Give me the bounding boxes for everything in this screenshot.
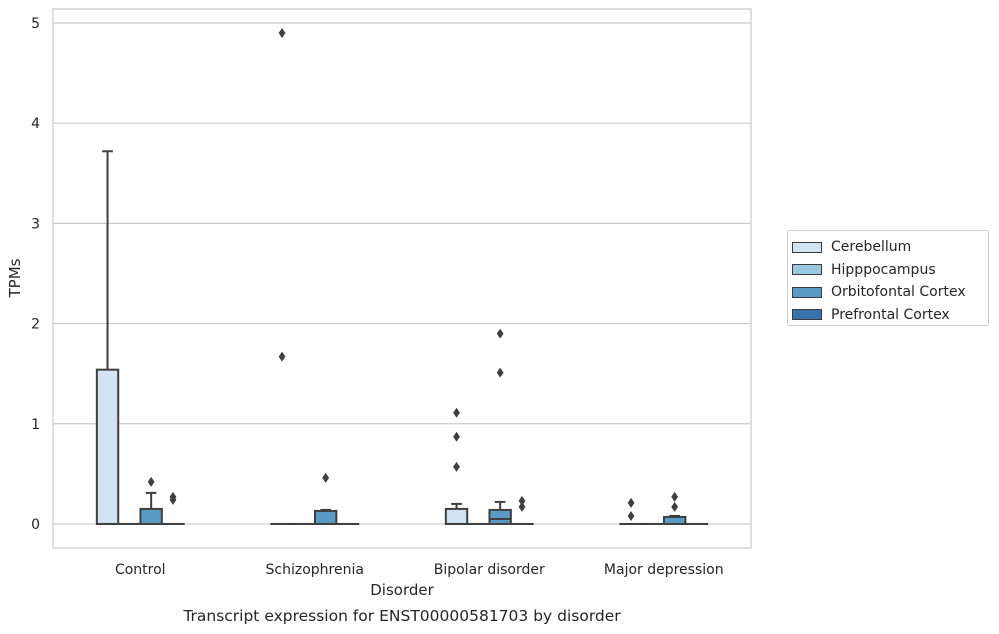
legend-swatch — [792, 264, 822, 276]
legend-item: Cerebellum — [792, 236, 988, 259]
box-2-0 — [139, 476, 163, 525]
legend-label: Prefrontal Cortex — [831, 306, 950, 323]
outlier-point — [627, 510, 635, 521]
box-body — [662, 515, 687, 525]
legend: Cerebellum Hipppocampus Orbitofontal Corte… — [787, 230, 989, 326]
legend-swatch — [792, 309, 822, 321]
outlier-point — [169, 491, 177, 502]
outlier-point — [278, 28, 286, 39]
y-tick-label: 5 — [31, 16, 40, 32]
y-axis-label: TPMs — [6, 258, 24, 298]
legend-label: Hipppocampus — [831, 261, 936, 278]
y-tick-label: 3 — [31, 216, 40, 232]
box-body — [488, 508, 512, 525]
y-tick-labels: 0 1 2 3 4 5 — [31, 16, 40, 533]
y-tick-label: 0 — [31, 517, 40, 533]
outlier-point — [147, 476, 155, 487]
chart-title: Transcript expression for ENST0000058170… — [182, 607, 621, 625]
y-tick-label: 4 — [31, 116, 40, 132]
x-tick-labels: Control Schizophrenia Bipolar disorder Majo… — [115, 562, 724, 578]
legend-label: Cerebellum — [831, 239, 912, 256]
x-tick-label: Major depression — [604, 562, 724, 578]
box-body — [95, 368, 120, 525]
x-axis-label: Disorder — [370, 581, 434, 599]
outlier-point — [453, 407, 460, 418]
box-body — [444, 507, 469, 525]
y-tick-label: 1 — [31, 417, 40, 433]
plot-area — [52, 8, 752, 549]
legend-swatch — [792, 286, 822, 298]
box-0-0 — [95, 150, 120, 525]
outlier-point — [322, 472, 330, 483]
x-tick-label: Schizophrenia — [266, 562, 364, 578]
legend-item: Hipppocampus — [792, 259, 988, 282]
x-tick-label: Bipolar disorder — [434, 562, 545, 578]
box-3-2 — [510, 495, 534, 525]
box-2-2 — [488, 328, 512, 525]
outlier-point — [518, 495, 526, 506]
y-tick-label: 2 — [31, 317, 40, 333]
outlier-point — [278, 351, 286, 362]
legend-item: Orbitofontal Cortex — [792, 281, 988, 304]
box-0-2 — [444, 407, 469, 525]
outlier-point — [518, 501, 526, 512]
box-body — [139, 507, 163, 525]
boxes-layer — [95, 28, 709, 525]
box-body — [313, 509, 338, 525]
box-3-0 — [161, 491, 185, 525]
x-tick-label: Control — [115, 562, 166, 578]
outlier-point — [671, 491, 679, 502]
legend-swatch — [792, 241, 822, 253]
outlier-point — [496, 367, 504, 378]
box-2-1 — [313, 472, 338, 525]
box-2-3 — [662, 491, 687, 525]
outlier-point — [627, 497, 635, 508]
outlier-point — [671, 501, 679, 512]
legend-label: Orbitofontal Cortex — [831, 284, 966, 301]
legend-item: Prefrontal Cortex — [792, 304, 988, 327]
outlier-point — [453, 461, 460, 472]
outlier-point — [496, 328, 504, 339]
outlier-point — [453, 431, 460, 442]
